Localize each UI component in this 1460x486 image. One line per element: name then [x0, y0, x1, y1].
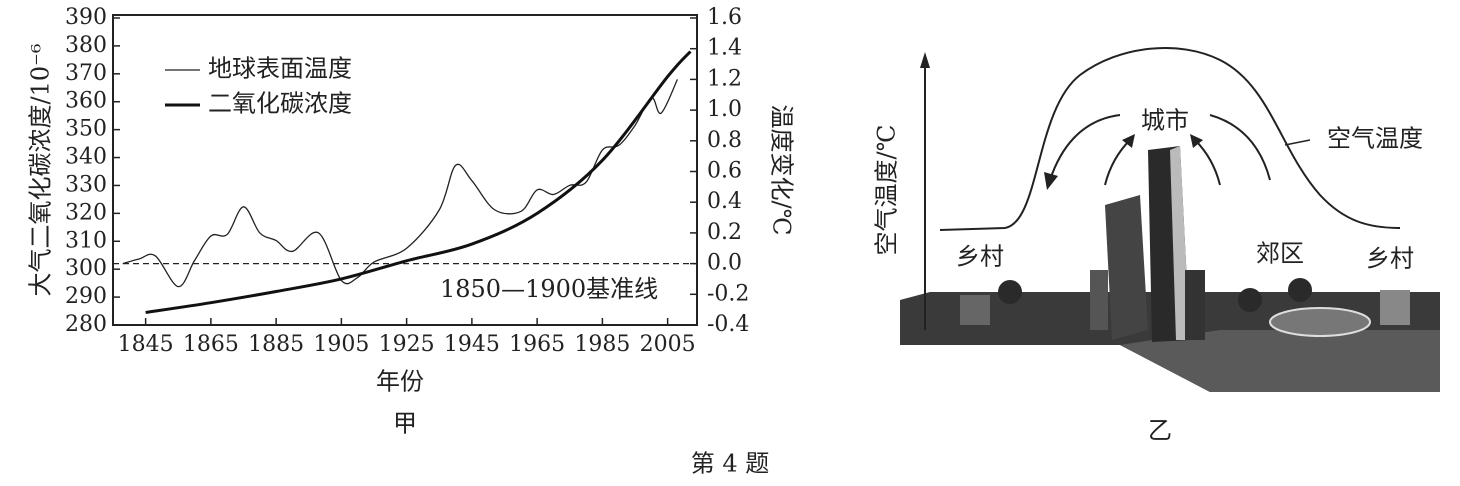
leader-line: [1284, 139, 1311, 146]
y2-tick-label: -0.4: [707, 312, 749, 337]
tree: [998, 280, 1022, 304]
building: [960, 295, 990, 325]
y2-tick-label: 1.0: [707, 97, 742, 122]
y2-tick-label: 0.2: [707, 220, 742, 245]
tree: [1238, 288, 1262, 312]
question-caption: 第 4 题: [691, 450, 770, 478]
x-tick-label: 1925: [379, 332, 435, 357]
x-tick-label: 1965: [509, 332, 565, 357]
series-line: [122, 79, 679, 288]
x-tick-label: 1865: [183, 332, 239, 357]
temperature-curve: [939, 47, 1401, 231]
building: [1380, 290, 1410, 325]
arrowhead: [1044, 172, 1058, 190]
y-tick-label: 360: [65, 89, 107, 114]
y-tick-label: 290: [65, 284, 107, 309]
legend-label: 二氧化碳浓度: [208, 90, 352, 118]
x-tick-label: 1845: [118, 332, 174, 357]
chart-caption: 甲: [393, 410, 417, 438]
flow-arrow: [1194, 139, 1221, 186]
legend-label: 地球表面温度: [208, 55, 352, 83]
y-tick-label: 350: [65, 117, 107, 142]
lake: [1269, 307, 1371, 337]
y-tick-label: 300: [65, 256, 107, 281]
rural-label: 乡村: [1366, 245, 1414, 273]
series-line: [145, 50, 692, 314]
x-tick-label: 1945: [444, 332, 500, 357]
y-tick-label: 370: [65, 61, 107, 86]
x-tick-label: 2005: [640, 332, 696, 357]
baseline-label: 1850—1900基准线: [440, 275, 658, 303]
x-tick-label: 1905: [313, 332, 369, 357]
y2-tick-label: 0.4: [707, 189, 742, 214]
y2-tick-label: 0.8: [707, 128, 742, 153]
diagram: 空气温度/℃ 城市 空气温度 乡村 郊区 乡村 乙: [873, 47, 1440, 445]
flow-arrow: [1104, 139, 1131, 186]
diagram-caption: 乙: [1148, 417, 1172, 445]
y-tick-label: 310: [65, 228, 107, 253]
arrowhead: [1190, 134, 1203, 148]
axis-arrow: [920, 52, 930, 68]
ground-shade: [1120, 330, 1440, 392]
y-tick-label: 390: [65, 5, 107, 30]
flow-arrow: [1049, 114, 1121, 181]
flow-arrow: [1209, 114, 1271, 181]
y-tick-label: 340: [65, 145, 107, 170]
x-tick-label: 1985: [574, 332, 630, 357]
city-label: 城市: [1141, 107, 1189, 135]
rural-label: 乡村: [956, 243, 1004, 271]
arrowhead: [1122, 134, 1135, 148]
y2-tick-label: 0.0: [707, 251, 742, 276]
y-tick-label: 330: [65, 172, 107, 197]
y2-axis-label: 温度变化/℃: [768, 105, 796, 236]
y2-tick-label: 0.6: [707, 159, 742, 184]
y2-tick-label: 1.4: [707, 36, 742, 61]
suburb-label: 郊区: [1256, 240, 1304, 268]
building: [1105, 195, 1148, 340]
x-tick-label: 1885: [248, 332, 304, 357]
y-tick-label: 380: [65, 33, 107, 58]
building: [1185, 270, 1205, 340]
y-tick-label: 280: [65, 312, 107, 337]
y-tick-label: 320: [65, 200, 107, 225]
y2-tick-label: 1.6: [707, 5, 742, 30]
y2-tick-label: 1.2: [707, 66, 742, 91]
x-axis-label: 年份: [376, 368, 424, 396]
y2-tick-label: -0.2: [707, 281, 749, 306]
tree: [1288, 278, 1312, 302]
plot-frame: [112, 14, 698, 326]
y-axis-label: 大气二氧化碳浓度/10⁻⁶: [27, 44, 55, 297]
curve-label: 空气温度: [1327, 125, 1423, 153]
diagram-y-label: 空气温度/℃: [873, 125, 901, 256]
building: [1090, 270, 1108, 330]
